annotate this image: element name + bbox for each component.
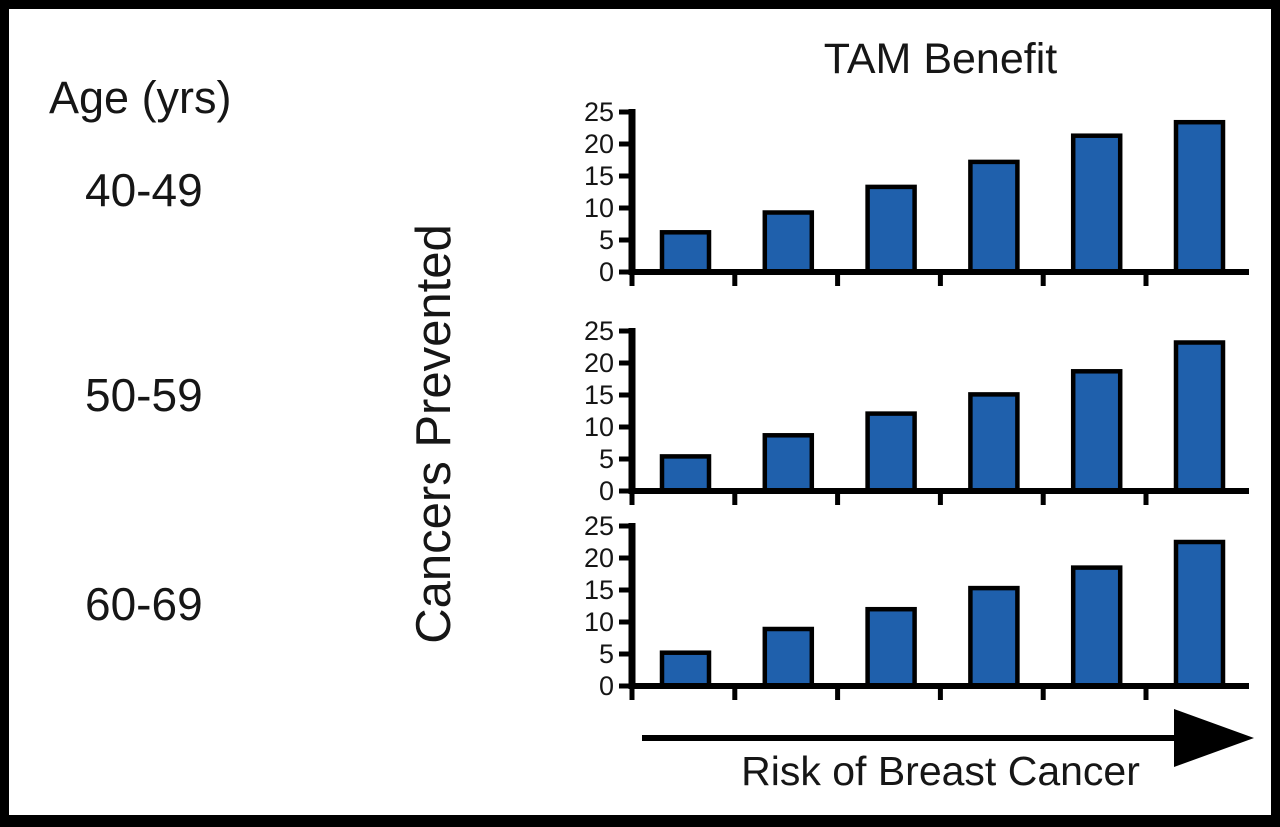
- bar-40-49-5: [1070, 133, 1123, 275]
- bar-50-59-5: [1070, 369, 1123, 494]
- bar-50-59-4: [968, 392, 1020, 494]
- y-tick-label: 10: [584, 412, 614, 442]
- bar-40-49-4: [968, 159, 1020, 275]
- y-tick-label: 5: [599, 225, 614, 255]
- y-tick-label: 5: [599, 639, 614, 669]
- y-tick-label: 25: [584, 100, 614, 127]
- chart-title: TAM Benefit: [823, 35, 1058, 83]
- bar-40-49-2: [762, 210, 815, 275]
- risk-arrow-head: [1174, 709, 1254, 767]
- bar-60-69-3: [865, 606, 917, 689]
- x-axis-title: Risk of Breast Cancer: [741, 748, 1140, 794]
- y-tick-label: 0: [599, 257, 614, 287]
- age-column-heading: Age (yrs): [49, 72, 232, 123]
- bar-50-59-3: [865, 411, 917, 494]
- bar-50-59-2: [762, 433, 815, 494]
- y-tick-label: 25: [584, 514, 614, 541]
- bar-60-69-4: [968, 585, 1020, 689]
- y-tick-label: 0: [599, 671, 614, 701]
- y-tick-label: 15: [584, 380, 614, 410]
- y-tick-label: 15: [584, 161, 614, 191]
- y-tick-label: 10: [584, 607, 614, 637]
- risk-arrow-icon: [642, 709, 1254, 767]
- y-tick-label: 20: [584, 348, 614, 378]
- age-group-label-40-49: 40-49: [85, 164, 203, 216]
- y-axis-title: Cancers Prevented: [407, 224, 461, 644]
- bar-50-59-1: [659, 454, 712, 494]
- bar-40-49-3: [865, 184, 917, 275]
- y-tick-label: 15: [584, 575, 614, 605]
- bar-60-69-6: [1173, 539, 1226, 689]
- y-tick-label: 0: [599, 476, 614, 506]
- bar-50-59-6: [1173, 340, 1226, 494]
- y-tick-label: 25: [584, 319, 614, 346]
- y-tick-label: 5: [599, 444, 614, 474]
- bar-60-69-2: [762, 626, 815, 689]
- y-tick-label: 10: [584, 193, 614, 223]
- age-group-label-50-59: 50-59: [85, 369, 203, 421]
- bar-60-69-5: [1070, 565, 1123, 689]
- bar-60-69-1: [659, 650, 712, 689]
- bar-40-49-1: [659, 230, 712, 275]
- age-group-label-60-69: 60-69: [85, 578, 203, 630]
- bar-40-49-6: [1173, 119, 1226, 275]
- y-tick-label: 20: [584, 129, 614, 159]
- y-tick-label: 20: [584, 543, 614, 573]
